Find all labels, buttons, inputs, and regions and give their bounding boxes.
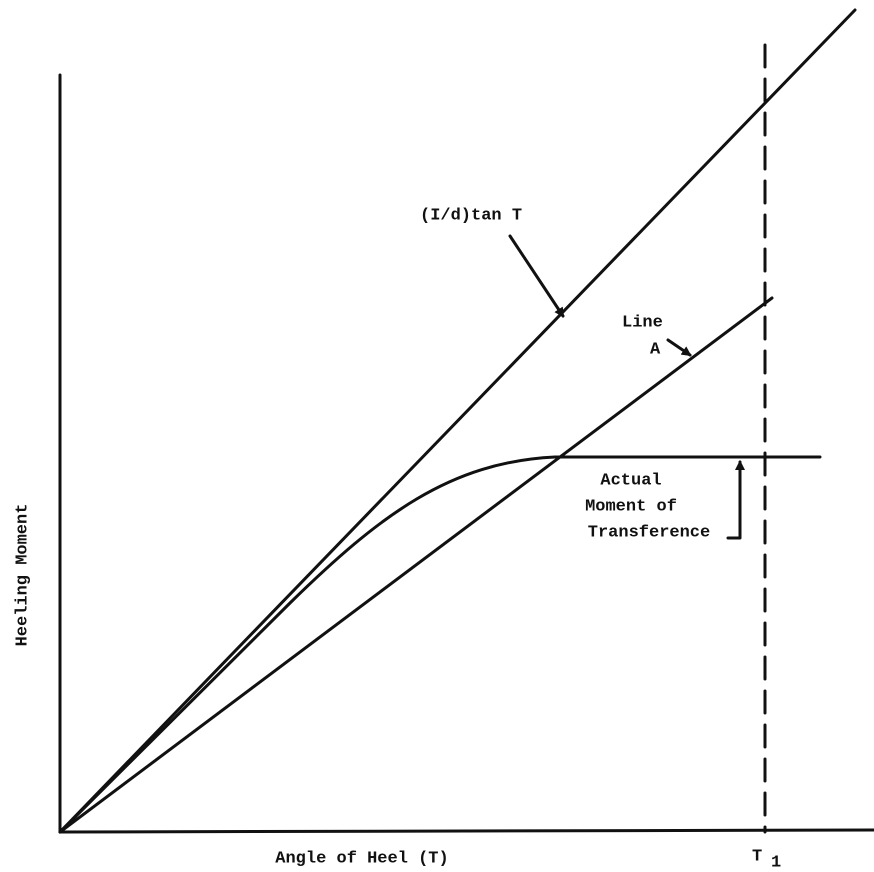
actual-label: Moment of [585, 497, 677, 516]
tan-arrow [508, 234, 565, 318]
line-a [58, 296, 774, 834]
line-a-arrow [666, 338, 692, 357]
x-axis [58, 828, 874, 834]
line-a-label: A [650, 340, 661, 359]
tan-label: (I/d)tan T [420, 206, 522, 225]
actual-label: Transference [588, 523, 710, 542]
t1-label: T [752, 847, 762, 866]
actual-label: Actual [600, 471, 661, 490]
tan-curve [58, 8, 857, 834]
line-a-label: Line [622, 313, 663, 332]
x-axis-label: Angle of Heel (T) [275, 849, 448, 868]
t1-subscript: 1 [771, 853, 781, 872]
actual-moment-curve [58, 455, 822, 834]
y-axis-label: Heeling Moment [13, 504, 32, 647]
